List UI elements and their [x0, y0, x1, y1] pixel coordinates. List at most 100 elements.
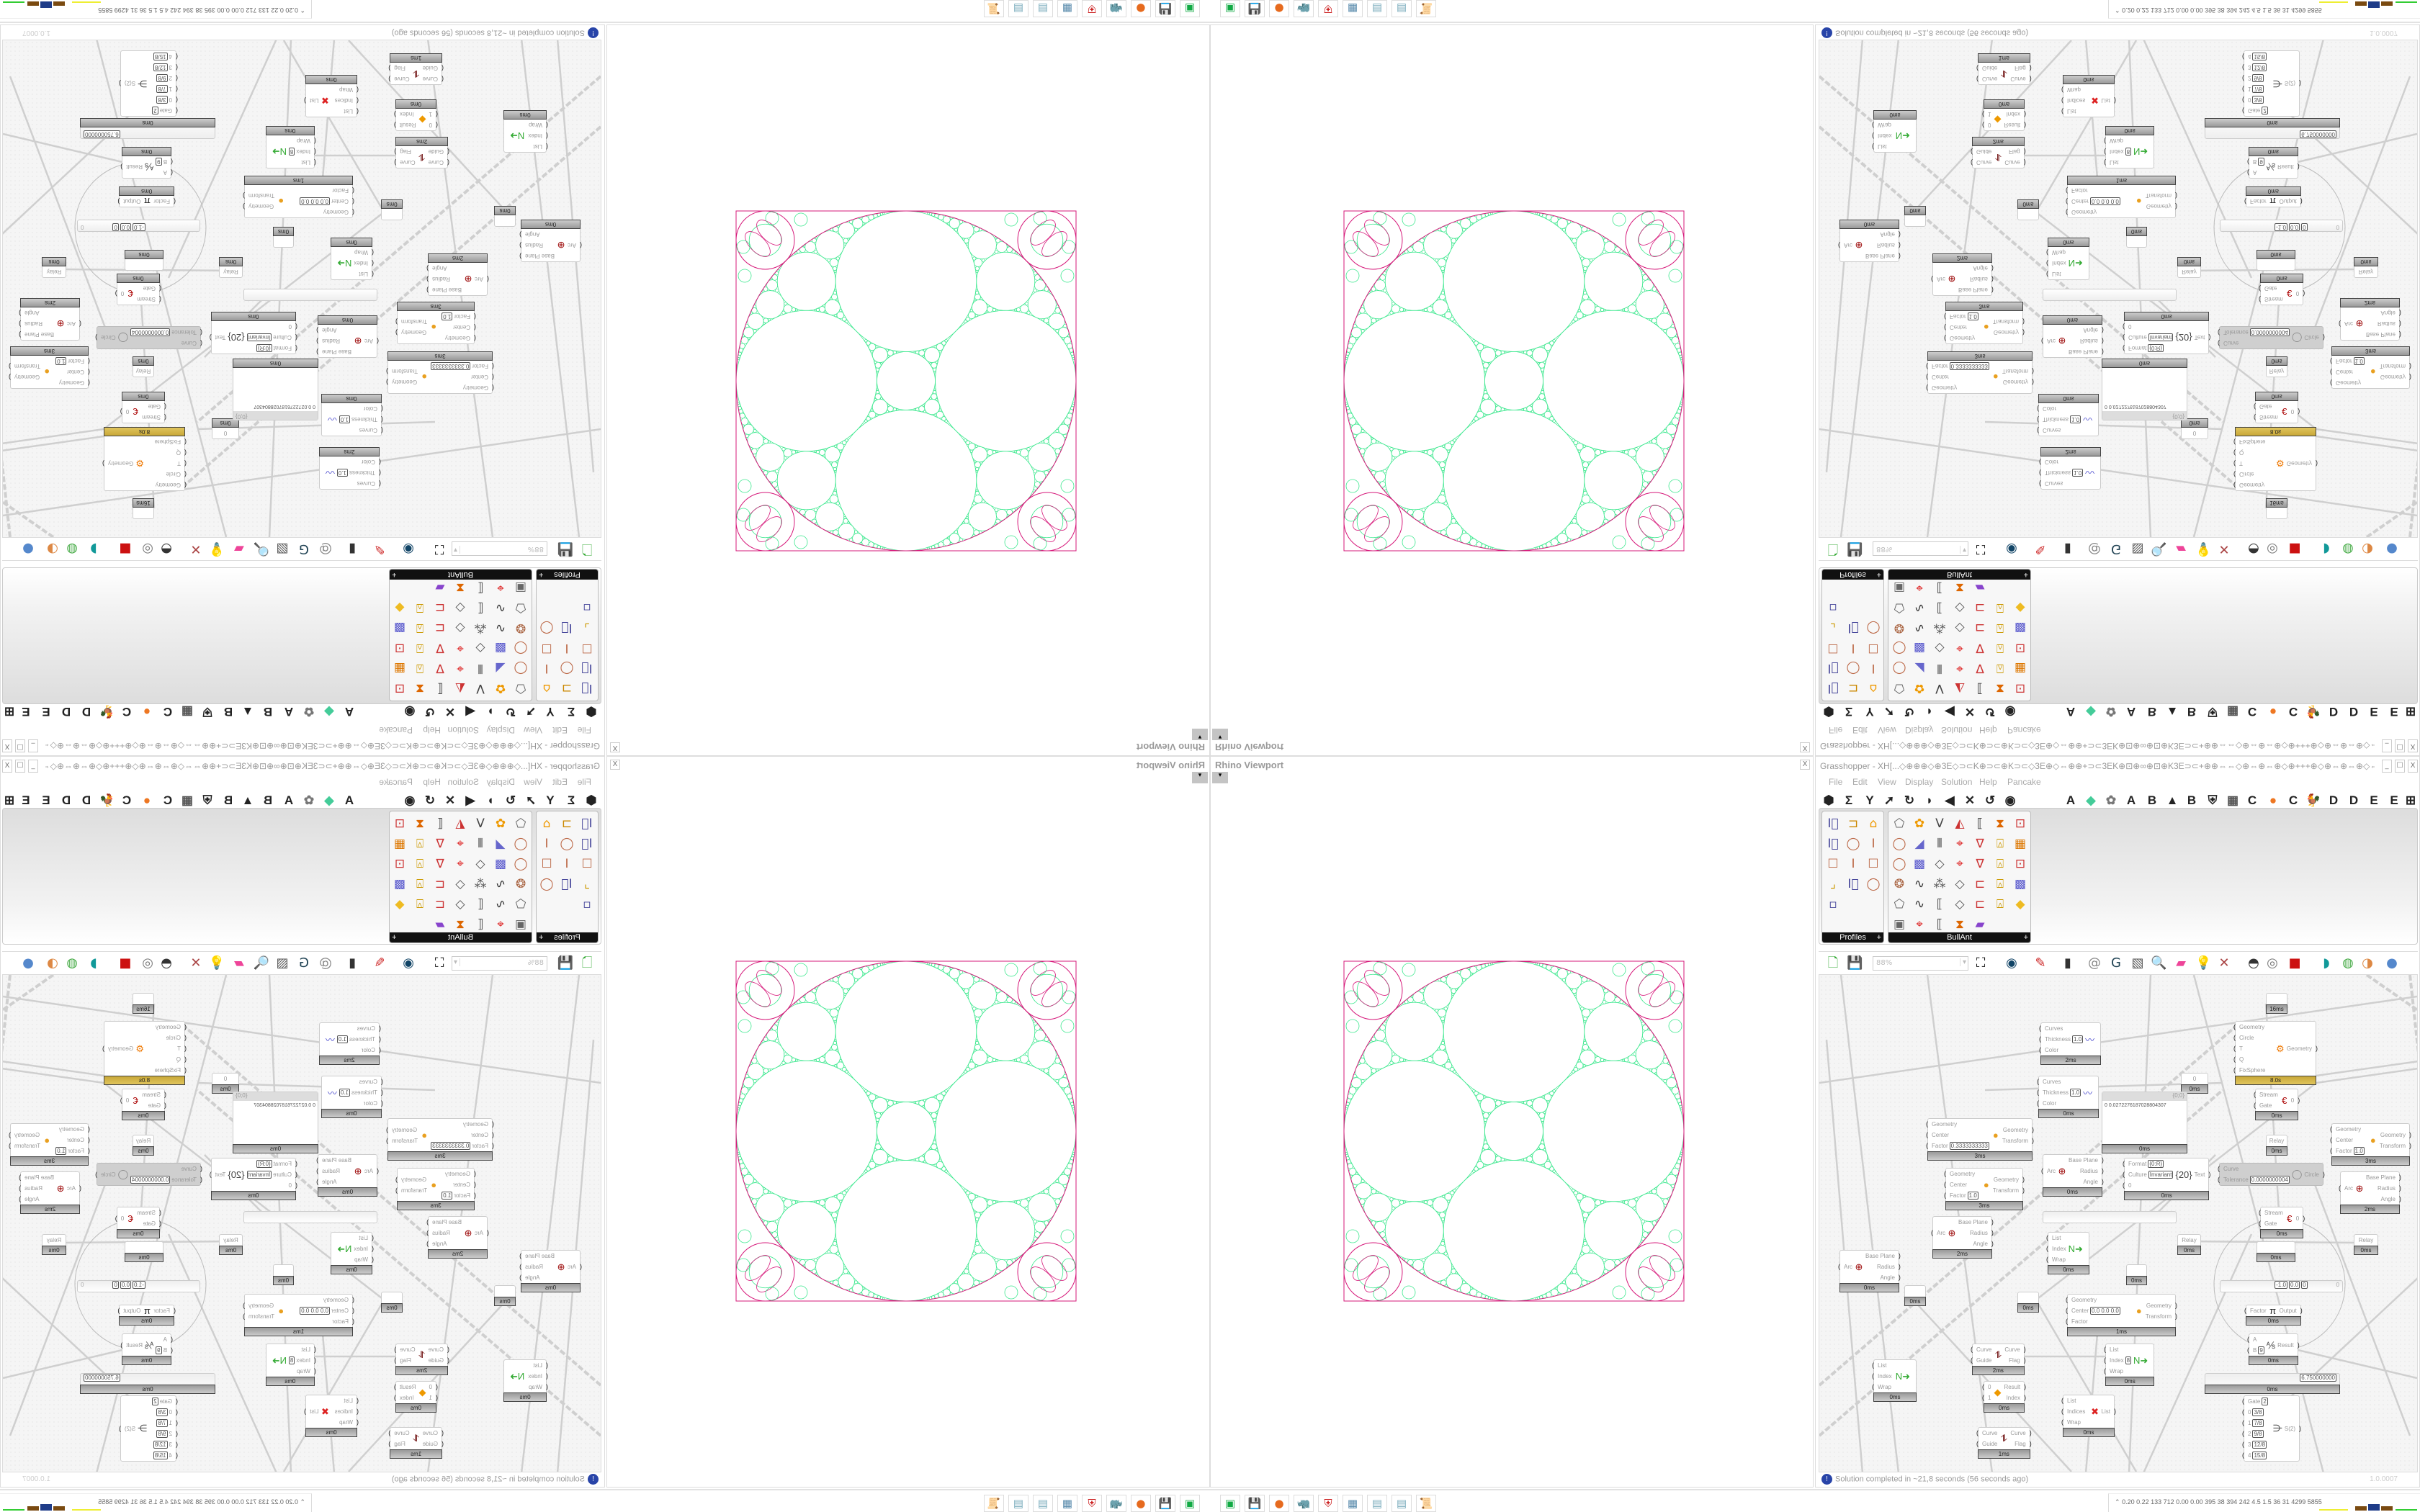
input-value[interactable]: 8 — [2125, 1356, 2132, 1364]
tab-16[interactable]: E — [2390, 793, 2398, 807]
input-grip[interactable]: ( — [1971, 1346, 1973, 1353]
output-grip[interactable]: ) — [426, 1218, 429, 1225]
input-value[interactable]: 9 — [156, 1346, 162, 1354]
input-grip[interactable]: ( — [2104, 1367, 2106, 1374]
output-param[interactable]: Base Plane) — [2366, 1172, 2401, 1183]
tab-7[interactable]: ⛨ — [2208, 705, 2218, 719]
list-dims-icon[interactable]: ⟦ — [1976, 681, 1984, 696]
input-param[interactable]: (Factor — [153, 1305, 176, 1316]
output-grip[interactable]: ) — [1991, 287, 1994, 294]
output-grip[interactable]: ) — [19, 331, 22, 338]
canvas-component[interactable]: Relay 0ms — [133, 1135, 154, 1156]
input-grip[interactable]: ( — [88, 1147, 90, 1154]
eye-preview-icon[interactable]: ◉ — [403, 955, 414, 971]
output-param[interactable]: List) — [304, 1406, 318, 1417]
input-param[interactable]: (Wrap — [331, 1417, 359, 1428]
rhino-icon[interactable]: 🦏 — [1106, 0, 1126, 17]
frame-pts-icon[interactable]: ⊏ — [434, 600, 446, 615]
expand-stats-icon[interactable]: ⌃ — [300, 1498, 305, 1506]
input-grip[interactable]: ( — [1872, 1383, 1874, 1390]
expand-stats-icon[interactable]: ⌃ — [300, 6, 305, 14]
tab-6[interactable]: B — [2187, 793, 2197, 807]
star-points-icon[interactable]: ⁂ — [474, 877, 487, 891]
polyline-icon[interactable]: ◇ — [455, 897, 465, 912]
output-param[interactable]: Text) — [210, 332, 226, 343]
output-param[interactable]: Transform) — [2002, 1135, 2034, 1146]
disk-monitor-icon[interactable]: ▣ — [1220, 1495, 1240, 1512]
input-value[interactable]: 15/8 — [2252, 53, 2267, 60]
bulb-icon[interactable]: 💡 — [2195, 955, 2212, 971]
triangle-icon[interactable]: ◭ — [1955, 681, 1965, 696]
input-value[interactable]: 2 — [2262, 1398, 2268, 1405]
diamond-icon[interactable]: ◆ — [395, 600, 405, 615]
input-grip[interactable]: ( — [1976, 76, 1978, 83]
canvas-component[interactable]: (Geometry(Center0.0 0.0 0.0(Factor●Geome… — [243, 176, 354, 218]
canvas-component[interactable]: (Geometry(Center(Factor1.0●Geometry)Tran… — [395, 302, 476, 344]
input-grip[interactable]: ( — [184, 482, 187, 489]
canvas-component[interactable]: (Arc ⊕ Base Plane) Radius) Angle) 2ms — [2339, 1171, 2401, 1214]
output-param[interactable]: Flag) — [2004, 146, 2026, 157]
panel-text[interactable]: 0 0.0272276187028804307 — [254, 1103, 315, 1108]
output-param[interactable]: Angle) — [426, 1238, 462, 1249]
menu-solution[interactable]: Solution — [1941, 777, 1973, 787]
canvas-component[interactable]: (List(Indices(Wrap ✖ List) 0ms — [304, 75, 359, 117]
output-param[interactable]: Curve) — [388, 73, 409, 84]
panel-text[interactable]: 0 0.0272276187028804307 — [2105, 404, 2166, 409]
output-grip[interactable]: ) — [316, 1178, 319, 1185]
tab-9[interactable]: C — [163, 705, 173, 719]
input-value[interactable]: 3/8 — [156, 96, 168, 104]
polyline-icon[interactable]: ◇ — [455, 877, 465, 891]
input-grip[interactable]: ( — [2066, 209, 2068, 216]
output-grip[interactable]: ) — [2300, 198, 2303, 205]
output-param[interactable]: List) — [2102, 1406, 2116, 1417]
search-icon[interactable]: 🔍 — [2151, 541, 2167, 557]
notepad-icon[interactable]: ▤ — [1033, 1495, 1053, 1512]
output-grip[interactable]: ) — [2208, 1171, 2211, 1178]
input-grip[interactable]: ( — [2123, 1160, 2125, 1167]
output-grip[interactable]: ) — [120, 1341, 123, 1349]
canvas-component[interactable]: (Stream(Gate €0) 0ms — [120, 1089, 166, 1120]
canvas-component[interactable]: 0ms — [273, 1264, 294, 1285]
tab-12[interactable]: 🐓 — [2305, 793, 2321, 807]
input-param[interactable]: (List — [1872, 1360, 1894, 1371]
tab-8[interactable]: ▦ — [2226, 705, 2239, 719]
output-param[interactable]: Base Plane) — [426, 1217, 462, 1228]
input-grip[interactable]: ( — [295, 345, 297, 352]
red-v-icon[interactable]: ∇ — [1976, 857, 1984, 871]
floppy-64-icon[interactable]: 💾 — [1245, 1495, 1265, 1512]
rhino-viewport-panel[interactable]: Rhino Viewport X ▾ — [606, 756, 1210, 1488]
input-grip[interactable]: ( — [492, 384, 494, 392]
input-param[interactable]: (Index8 — [288, 1355, 316, 1366]
canvas-component[interactable]: 0ms — [125, 250, 163, 271]
input-grip[interactable]: ( — [2254, 1102, 2256, 1109]
package-icon[interactable]: ▰ — [234, 541, 244, 557]
canvas-component[interactable]: -1.00.000 — [77, 1280, 200, 1292]
input-param[interactable]: (Curves — [2039, 1023, 2083, 1034]
input-grip[interactable]: ( — [164, 414, 166, 421]
input-value[interactable]: 8 — [2125, 148, 2132, 156]
eye-display-icon[interactable]: ◉ — [404, 793, 416, 807]
output-grip[interactable]: ) — [2208, 334, 2211, 341]
list-dims-icon[interactable]: ⟦ — [1936, 580, 1943, 595]
output-param[interactable]: Curve) — [388, 1428, 409, 1439]
input-param[interactable]: (Center0.0 0.0 0.0 — [287, 196, 354, 207]
sigma-maths-icon[interactable]: Σ — [1845, 705, 1853, 719]
zoom-level-field[interactable]: 88% ▾ — [452, 541, 547, 556]
grasshopper-canvas[interactable]: 16ms(Curves(Thickness1.0(Color〰2ms(Geome… — [2, 974, 601, 1472]
canvas-component[interactable]: (List(Index(Wrap N➜ 0ms — [331, 1232, 374, 1274]
zoom-extents-icon[interactable]: ⛶ — [434, 541, 444, 557]
i-section-icon[interactable]: I — [1851, 857, 1855, 871]
input-grip[interactable]: ( — [357, 1418, 359, 1426]
output-grip[interactable]: ) — [386, 368, 388, 376]
canvas-component[interactable]: 0 0ms — [212, 418, 239, 439]
curve-icon[interactable]: ∿ — [495, 621, 506, 635]
input-param[interactable]: (Factor0.3333333333 — [431, 1140, 494, 1151]
tab-10[interactable]: ● — [2269, 705, 2277, 719]
flower-icon[interactable]: ✿ — [1914, 816, 1925, 831]
input-param[interactable]: (Format{0:R} — [2123, 1158, 2173, 1169]
input-param[interactable]: (Index — [2046, 1243, 2066, 1254]
input-param[interactable]: (Index — [526, 130, 548, 141]
